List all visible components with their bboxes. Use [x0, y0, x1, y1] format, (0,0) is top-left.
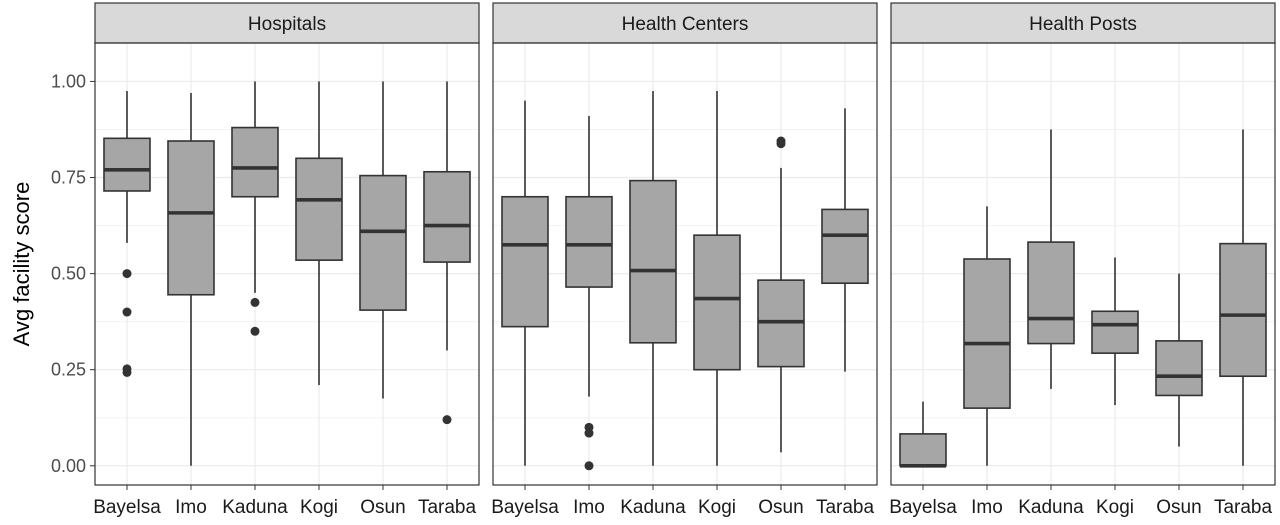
y-tick-label: 0.25	[51, 360, 86, 380]
x-tick-label: Imo	[175, 497, 207, 518]
iqr-box	[423, 170, 471, 263]
x-tick-label: Bayelsa	[889, 497, 957, 518]
iqr-box	[501, 195, 549, 328]
x-tick-label: Taraba	[1214, 497, 1273, 518]
x-tick-label: Taraba	[418, 497, 477, 518]
facet-panel: Health Centers Bayelsa Imo Kaduna Kogi Osun Ta…	[491, 2, 878, 518]
x-tick-label: Osun	[758, 497, 803, 518]
iqr-box	[167, 140, 215, 296]
y-tick-label: 0.50	[51, 264, 86, 284]
iqr-box	[565, 195, 613, 288]
x-tick-label: Kogi	[698, 497, 736, 518]
box-osun	[757, 136, 805, 453]
box-kogi	[295, 81, 343, 386]
outlier-point	[584, 461, 594, 471]
box-bayelsa	[103, 91, 151, 377]
box-imo	[565, 116, 613, 471]
iqr-box	[1219, 242, 1267, 378]
iqr-box	[629, 179, 677, 344]
x-tick-label: Kogi	[300, 497, 338, 518]
panel-title: Health Posts	[1029, 14, 1137, 35]
x-tick-label: Kaduna	[222, 497, 288, 518]
box-kaduna	[231, 81, 279, 336]
iqr-box	[693, 234, 741, 371]
panel-background	[95, 43, 479, 485]
iqr-box	[1091, 310, 1139, 354]
box-kaduna	[1027, 129, 1075, 389]
iqr-box	[899, 433, 947, 467]
panel-border	[492, 42, 878, 486]
x-tick-label: Bayelsa	[93, 497, 161, 518]
iqr-box	[359, 174, 407, 311]
box-kogi	[693, 91, 741, 466]
iqr-box	[821, 208, 869, 285]
x-tick-label: Imo	[971, 497, 1003, 518]
outlier-point	[776, 139, 786, 149]
iqr-box	[295, 157, 343, 261]
outlier-point	[122, 307, 132, 317]
box-bayelsa	[899, 401, 947, 468]
iqr-box	[963, 258, 1011, 409]
box-taraba	[423, 81, 471, 425]
x-tick-label: Osun	[1156, 497, 1201, 518]
x-tick-label: Taraba	[816, 497, 875, 518]
box-imo	[167, 92, 215, 466]
iqr-box	[1155, 340, 1203, 397]
panel-background	[891, 43, 1275, 485]
x-tick-label: Osun	[360, 497, 405, 518]
box-taraba	[1219, 129, 1267, 466]
panel-title: Hospitals	[248, 14, 326, 35]
panel-border	[890, 42, 1276, 486]
panel-border	[94, 42, 480, 486]
outlier-point	[122, 269, 132, 279]
panel-strip	[94, 2, 480, 44]
iqr-box	[1027, 241, 1075, 345]
box-kaduna	[629, 91, 677, 466]
y-axis-label: Avg facility score	[9, 182, 34, 347]
iqr-box	[231, 126, 279, 198]
outlier-point	[122, 367, 132, 377]
x-tick-label: Imo	[573, 497, 605, 518]
x-tick-label: Kogi	[1096, 497, 1134, 518]
box-kogi	[1091, 257, 1139, 406]
y-tick-label: 1.00	[51, 71, 86, 91]
box-osun	[1155, 273, 1203, 447]
box-bayelsa	[501, 100, 549, 466]
panel-title: Health Centers	[622, 14, 749, 35]
outlier-point	[584, 428, 594, 438]
outlier-point	[250, 297, 260, 307]
box-imo	[963, 206, 1011, 466]
facet-panel: Health Posts Bayelsa Imo Kaduna Kogi Osun Tara…	[889, 2, 1276, 518]
box-osun	[359, 81, 407, 399]
outlier-point	[250, 326, 260, 336]
iqr-box	[103, 137, 151, 192]
y-tick-label: 0.00	[51, 456, 86, 476]
x-tick-label: Bayelsa	[491, 497, 559, 518]
outlier-point	[442, 415, 452, 425]
x-tick-label: Kaduna	[620, 497, 686, 518]
x-tick-label: Kaduna	[1018, 497, 1084, 518]
box-taraba	[821, 108, 869, 372]
panel-strip	[492, 2, 878, 44]
y-axis-ticks: 0.00 0.25 0.50 0.75 1.00	[51, 71, 95, 476]
panel-background	[493, 43, 877, 485]
facet-panel: Hospitals Bayelsa Imo Kaduna Kogi Osun Taraba	[93, 2, 480, 518]
y-tick-label: 0.75	[51, 168, 86, 188]
